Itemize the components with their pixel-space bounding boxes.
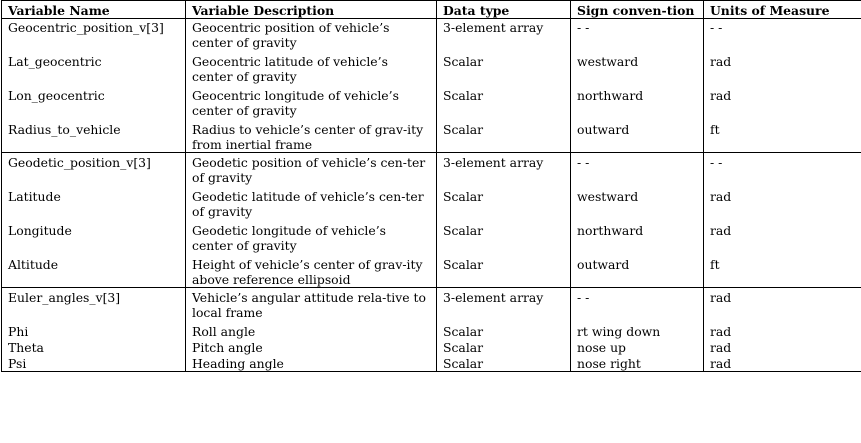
table-row: Lat_geocentric Geocentric latitude of ve… — [1, 53, 861, 87]
cell-variable-name: Radius_to_vehicle — [1, 121, 186, 153]
cell-variable-description: Roll angle — [185, 323, 437, 339]
table-row: Euler_angles_v[3] Vehicle’s angular atti… — [1, 287, 861, 323]
cell-units: ft — [703, 256, 861, 288]
variables-table: Variable Name Variable Description Data … — [1, 0, 861, 372]
cell-sign-convention: northward — [570, 222, 704, 256]
cell-sign-convention: - - — [570, 152, 704, 188]
cell-data-type: Scalar — [436, 188, 571, 222]
cell-variable-description: Geocentric latitude of vehicle’s center … — [185, 53, 437, 87]
cell-variable-description: Geocentric longitude of vehicle’s center… — [185, 87, 437, 121]
cell-sign-convention: westward — [570, 188, 704, 222]
cell-data-type: Scalar — [436, 121, 571, 153]
table-row: Geocentric_position_v[3] Geocentric posi… — [1, 18, 861, 53]
cell-units: rad — [703, 87, 861, 121]
cell-variable-description: Radius to vehicle’s center of grav-ity f… — [185, 121, 437, 153]
cell-variable-description: Geodetic latitude of vehicle’s cen-ter o… — [185, 188, 437, 222]
cell-units: rad — [703, 222, 861, 256]
table-row: Psi Heading angle Scalar nose right rad — [1, 355, 861, 372]
cell-variable-name: Lat_geocentric — [1, 53, 186, 87]
cell-units: rad — [703, 355, 861, 372]
cell-sign-convention: outward — [570, 256, 704, 288]
cell-variable-name: Geocentric_position_v[3] — [1, 18, 186, 53]
table-header: Variable Name Variable Description Data … — [1, 0, 861, 19]
cell-data-type: 3-element array — [436, 152, 571, 188]
cell-sign-convention: westward — [570, 53, 704, 87]
cell-units: rad — [703, 339, 861, 355]
cell-variable-name: Latitude — [1, 188, 186, 222]
cell-units: rad — [703, 53, 861, 87]
cell-variable-description: Heading angle — [185, 355, 437, 372]
cell-variable-description: Vehicle’s angular attitude rela-tive to … — [185, 287, 437, 323]
cell-data-type: Scalar — [436, 355, 571, 372]
table-row: Latitude Geodetic latitude of vehicle’s … — [1, 188, 861, 222]
cell-variable-description: Geodetic position of vehicle’s cen-ter o… — [185, 152, 437, 188]
cell-data-type: Scalar — [436, 256, 571, 288]
table-row: Longitude Geodetic longitude of vehicle’… — [1, 222, 861, 256]
cell-variable-description: Height of vehicle’s center of grav-ity a… — [185, 256, 437, 288]
cell-sign-convention: - - — [570, 18, 704, 53]
header-units-of-measure: Units of Measure — [703, 0, 861, 19]
cell-sign-convention: nose up — [570, 339, 704, 355]
cell-sign-convention: rt wing down — [570, 323, 704, 339]
cell-variable-name: Theta — [1, 339, 186, 355]
cell-sign-convention: outward — [570, 121, 704, 153]
cell-data-type: Scalar — [436, 87, 571, 121]
cell-units: rad — [703, 287, 861, 323]
cell-variable-name: Lon_geocentric — [1, 87, 186, 121]
cell-data-type: Scalar — [436, 323, 571, 339]
cell-variable-description: Geocentric position of vehicle’s center … — [185, 18, 437, 53]
cell-units: rad — [703, 323, 861, 339]
cell-units: - - — [703, 152, 861, 188]
header-variable-name: Variable Name — [1, 0, 186, 19]
cell-data-type: 3-element array — [436, 287, 571, 323]
table-row: Altitude Height of vehicle’s center of g… — [1, 256, 861, 288]
table-row: Lon_geocentric Geocentric longitude of v… — [1, 87, 861, 121]
cell-units: - - — [703, 18, 861, 53]
cell-variable-name: Psi — [1, 355, 186, 372]
cell-variable-name: Euler_angles_v[3] — [1, 287, 186, 323]
cell-units: ft — [703, 121, 861, 153]
cell-units: rad — [703, 188, 861, 222]
cell-data-type: Scalar — [436, 53, 571, 87]
cell-data-type: Scalar — [436, 222, 571, 256]
cell-variable-description: Pitch angle — [185, 339, 437, 355]
table-row: Theta Pitch angle Scalar nose up rad — [1, 339, 861, 355]
cell-variable-description: Geodetic longitude of vehicle’s center o… — [185, 222, 437, 256]
cell-data-type: Scalar — [436, 339, 571, 355]
table-row: Radius_to_vehicle Radius to vehicle’s ce… — [1, 121, 861, 153]
header-row: Variable Name Variable Description Data … — [1, 0, 861, 19]
cell-variable-name: Longitude — [1, 222, 186, 256]
header-data-type: Data type — [436, 0, 571, 19]
cell-variable-name: Altitude — [1, 256, 186, 288]
header-sign-convention: Sign conven-tion — [570, 0, 704, 19]
table-row: Phi Roll angle Scalar rt wing down rad — [1, 323, 861, 339]
cell-sign-convention: northward — [570, 87, 704, 121]
table-body: Geocentric_position_v[3] Geocentric posi… — [1, 18, 861, 372]
cell-sign-convention: nose right — [570, 355, 704, 372]
header-variable-description: Variable Description — [185, 0, 437, 19]
table-row: Geodetic_position_v[3] Geodetic position… — [1, 152, 861, 188]
cell-variable-name: Phi — [1, 323, 186, 339]
cell-data-type: 3-element array — [436, 18, 571, 53]
cell-variable-name: Geodetic_position_v[3] — [1, 152, 186, 188]
cell-sign-convention: - - — [570, 287, 704, 323]
